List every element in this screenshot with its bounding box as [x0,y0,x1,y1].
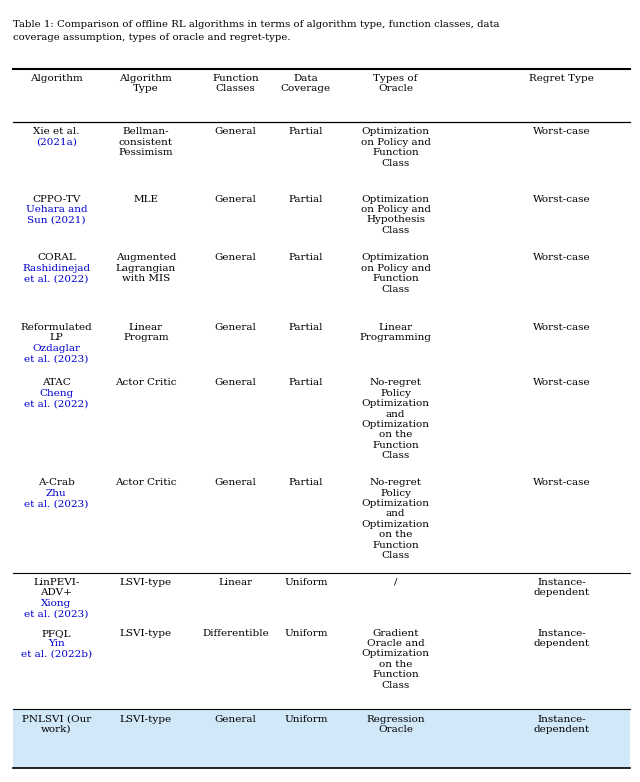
Text: Zhu
et al. (2023): Zhu et al. (2023) [24,489,88,508]
Text: Uehara and
Sun (2021): Uehara and Sun (2021) [26,205,87,224]
Text: Partial: Partial [289,378,323,387]
Text: Linear: Linear [218,578,253,587]
Text: Partial: Partial [289,253,323,263]
Text: Worst-case: Worst-case [533,378,591,387]
Text: Worst-case: Worst-case [533,195,591,203]
Text: (2021a): (2021a) [36,138,77,147]
Text: Linear
Program: Linear Program [123,323,169,343]
Text: Optimization
on Policy and
Function
Class: Optimization on Policy and Function Clas… [360,127,431,167]
Text: General: General [214,378,257,387]
Text: Yin
et al. (2022b): Yin et al. (2022b) [20,639,92,658]
Text: Actor Critic: Actor Critic [115,378,177,387]
Text: Cheng
et al. (2022): Cheng et al. (2022) [24,389,88,408]
Text: coverage assumption, types of oracle and regret-type.: coverage assumption, types of oracle and… [13,33,291,42]
Text: Worst-case: Worst-case [533,127,591,137]
Text: Rashidinejad
et al. (2022): Rashidinejad et al. (2022) [22,264,90,283]
Text: General: General [214,253,257,263]
Text: Instance-
dependent: Instance- dependent [534,629,590,648]
Text: Optimization
on Policy and
Hypothesis
Class: Optimization on Policy and Hypothesis Cl… [360,195,431,235]
Text: Xiong
et al. (2023): Xiong et al. (2023) [24,599,88,619]
Text: Partial: Partial [289,479,323,487]
Text: Types of
Oracle: Types of Oracle [373,74,418,93]
Text: LinPEVI-
ADV+: LinPEVI- ADV+ [33,578,79,597]
Text: No-regret
Policy
Optimization
and
Optimization
on the
Function
Class: No-regret Policy Optimization and Optimi… [362,479,429,560]
Bar [13,709,630,768]
Text: Regret Type: Regret Type [529,74,595,83]
Text: Data
Coverage: Data Coverage [281,74,331,93]
Text: LSVI-type: LSVI-type [120,578,172,587]
Text: Table 1: Comparison of offline RL algorithms in terms of algorithm type, functio: Table 1: Comparison of offline RL algori… [13,20,499,29]
Text: CORAL: CORAL [37,253,76,263]
Text: Actor Critic: Actor Critic [115,479,177,487]
Text: Xie et al.: Xie et al. [33,127,79,137]
Text: General: General [214,195,257,203]
Text: LSVI-type: LSVI-type [120,629,172,637]
Text: Partial: Partial [289,195,323,203]
Text: No-regret
Policy
Optimization
and
Optimization
on the
Function
Class: No-regret Policy Optimization and Optimi… [362,378,429,461]
Text: Reformulated
LP: Reformulated LP [20,323,92,343]
Text: PNLSVI (Our
work): PNLSVI (Our work) [22,715,91,734]
Text: General: General [214,715,257,723]
Text: Partial: Partial [289,323,323,332]
Text: General: General [214,127,257,137]
Text: General: General [214,323,257,332]
Text: A-Crab: A-Crab [38,479,75,487]
Text: Uniform: Uniform [284,629,328,637]
Text: Ozdaglar
et al. (2023): Ozdaglar et al. (2023) [24,344,88,364]
Text: Augmented
Lagrangian
with MIS: Augmented Lagrangian with MIS [116,253,176,283]
Text: Optimization
on Policy and
Function
Class: Optimization on Policy and Function Clas… [360,253,431,293]
Text: Bellman-
consistent
Pessimism: Bellman- consistent Pessimism [118,127,173,157]
Text: LSVI-type: LSVI-type [120,715,172,723]
Text: /: / [394,578,397,587]
Text: CPPO-TV: CPPO-TV [32,195,81,203]
Text: Worst-case: Worst-case [533,323,591,332]
Text: Gradient
Oracle and
Optimization
on the
Function
Class: Gradient Oracle and Optimization on the … [362,629,429,690]
Text: Uniform: Uniform [284,715,328,723]
Text: Linear
Programming: Linear Programming [360,323,431,343]
Text: Function
Classes: Function Classes [212,74,259,93]
Text: Worst-case: Worst-case [533,479,591,487]
Text: Instance-
dependent: Instance- dependent [534,715,590,734]
Text: Algorithm: Algorithm [30,74,83,83]
Text: Differentible: Differentible [202,629,269,637]
Text: Algorithm
Type: Algorithm Type [120,74,172,93]
Text: General: General [214,479,257,487]
Text: Regression
Oracle: Regression Oracle [366,715,425,734]
Text: Worst-case: Worst-case [533,253,591,263]
Text: Uniform: Uniform [284,578,328,587]
Text: ATAC: ATAC [42,378,70,387]
Text: PFQL: PFQL [42,629,71,637]
Text: Partial: Partial [289,127,323,137]
Text: Instance-
dependent: Instance- dependent [534,578,590,597]
Text: MLE: MLE [133,195,159,203]
